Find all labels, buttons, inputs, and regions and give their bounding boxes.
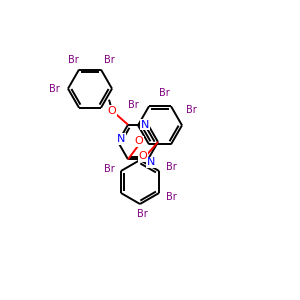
Text: Br: Br [186,105,196,115]
Text: Br: Br [68,55,78,64]
Text: Br: Br [103,164,114,174]
Text: Br: Br [128,100,138,110]
Text: Br: Br [103,55,114,64]
Text: Br: Br [166,162,176,172]
Text: N: N [117,134,125,144]
Text: O: O [139,151,147,161]
Text: O: O [135,136,143,146]
Text: N: N [141,120,149,130]
Text: Br: Br [136,209,147,219]
Text: Br: Br [166,192,176,202]
Text: Br: Br [159,88,170,98]
Text: O: O [108,106,116,116]
Text: Br: Br [49,84,59,94]
Text: N: N [147,157,155,167]
